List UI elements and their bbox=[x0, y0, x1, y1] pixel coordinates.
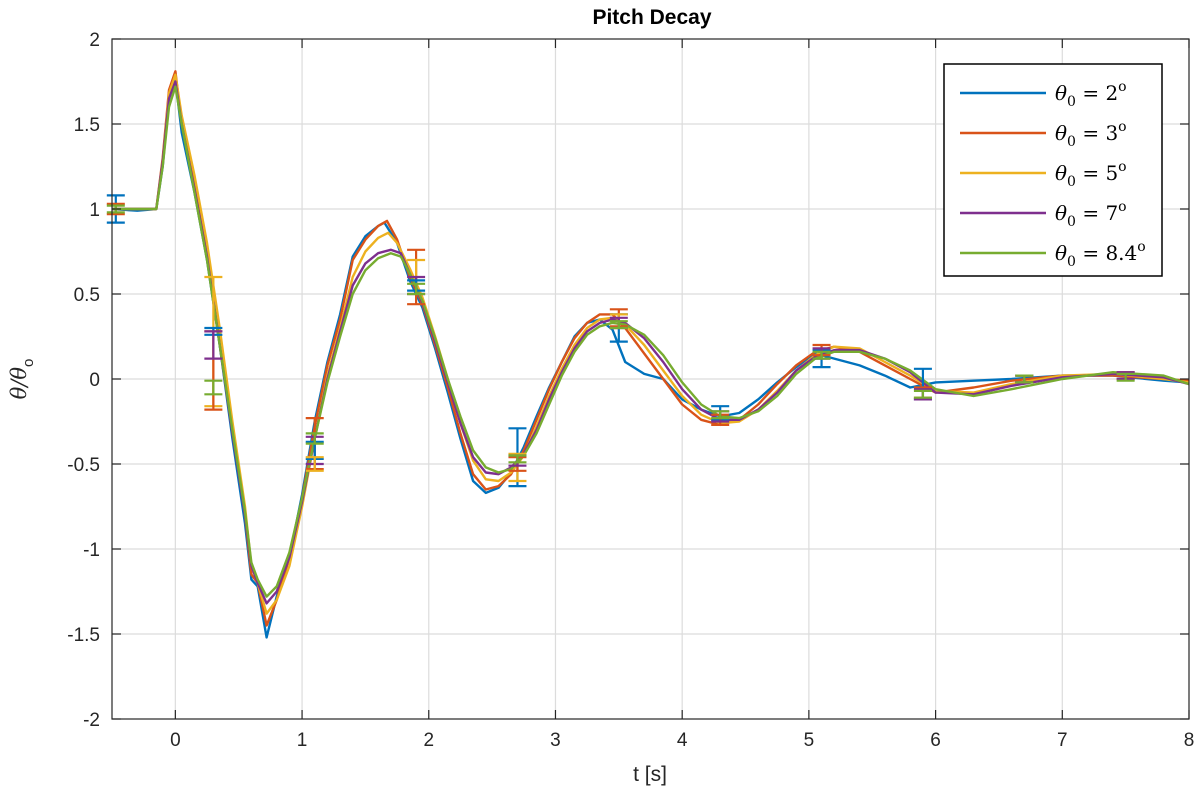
error-bar bbox=[812, 350, 831, 360]
error-bar bbox=[305, 432, 324, 445]
y-tick-label: 0.5 bbox=[74, 285, 100, 306]
legend-subscript: 0 bbox=[1067, 254, 1076, 270]
y-tick-label: 0 bbox=[89, 370, 100, 391]
y-tick-labels: -2 -1.5 -1 -0.5 0 0.5 1 1.5 2 bbox=[67, 30, 100, 731]
legend-value: = 8.4 bbox=[1076, 241, 1137, 265]
legend-entry-4: θ0 = 8.4o bbox=[960, 239, 1146, 270]
x-tick-label: 2 bbox=[423, 730, 434, 751]
x-axis-label: t [s] bbox=[633, 763, 667, 786]
chart-title: Pitch Decay bbox=[592, 6, 711, 29]
legend-label: θ0 = 5o bbox=[1055, 159, 1127, 190]
legend-label: θ0 = 8.4o bbox=[1055, 239, 1146, 270]
legend-label: θ0 = 7o bbox=[1055, 199, 1127, 230]
y-tick-label: -1.5 bbox=[67, 625, 100, 646]
legend-label: θ0 = 2o bbox=[1055, 79, 1127, 110]
x-tick-label: 8 bbox=[1184, 730, 1195, 751]
y-tick-label: 2 bbox=[89, 30, 100, 51]
x-tick-labels: 0 1 2 3 4 5 6 7 8 bbox=[170, 730, 1194, 751]
y-tick-label: -0.5 bbox=[67, 455, 100, 476]
x-tick-label: 3 bbox=[550, 730, 561, 751]
legend-entry-2: θ0 = 5o bbox=[960, 159, 1127, 190]
x-tick-label: 0 bbox=[170, 730, 181, 751]
y-tick-label: -2 bbox=[83, 710, 100, 731]
legend-superscript: o bbox=[1118, 159, 1126, 175]
legend-superscript: o bbox=[1118, 79, 1126, 95]
legend-subscript: 0 bbox=[1067, 214, 1076, 230]
legend-box bbox=[943, 63, 1163, 277]
error-bar bbox=[711, 410, 730, 420]
legend-theta: θ bbox=[1055, 81, 1067, 105]
error-bar bbox=[1116, 372, 1135, 382]
x-tick-label: 7 bbox=[1057, 730, 1068, 751]
error-bar bbox=[913, 389, 932, 399]
y-tick-label: 1.5 bbox=[74, 115, 100, 136]
error-bar bbox=[609, 320, 628, 330]
error-bar bbox=[204, 330, 223, 360]
error-bar bbox=[508, 454, 527, 464]
y-axis-label-sub: o bbox=[20, 359, 37, 367]
error-bar bbox=[407, 282, 426, 296]
legend-subscript: 0 bbox=[1067, 94, 1076, 110]
legend-theta: θ bbox=[1055, 161, 1067, 185]
legend-entry-3: θ0 = 7o bbox=[960, 199, 1127, 230]
x-tick-label: 5 bbox=[804, 730, 815, 751]
y-axis-label: θ/θo bbox=[7, 359, 37, 400]
legend-entry-0: θ0 = 2o bbox=[960, 79, 1127, 110]
y-axis-label-main: θ/θ bbox=[7, 367, 31, 400]
legend-label: θ0 = 3o bbox=[1055, 119, 1127, 150]
y-tick-label: -1 bbox=[83, 540, 100, 561]
error-bar bbox=[1015, 374, 1034, 384]
x-tick-label: 1 bbox=[297, 730, 308, 751]
legend-theta: θ bbox=[1055, 121, 1067, 145]
error-bar bbox=[305, 456, 324, 472]
legend-subscript: 0 bbox=[1067, 174, 1076, 190]
y-tick-label: 1 bbox=[89, 200, 100, 221]
legend-theta: θ bbox=[1055, 241, 1067, 265]
legend-theta: θ bbox=[1055, 201, 1067, 225]
legend-value: = 7 bbox=[1076, 201, 1118, 225]
legend-superscript: o bbox=[1118, 199, 1126, 215]
legend-entry-1: θ0 = 3o bbox=[960, 119, 1127, 150]
legend-superscript: o bbox=[1137, 239, 1145, 255]
x-tick-label: 4 bbox=[677, 730, 688, 751]
legend-value: = 5 bbox=[1076, 161, 1118, 185]
error-bar bbox=[204, 379, 223, 396]
legend-value: = 2 bbox=[1076, 81, 1118, 105]
legend-value: = 3 bbox=[1076, 121, 1118, 145]
legend-superscript: o bbox=[1118, 119, 1126, 135]
axis-ticks bbox=[112, 38, 1190, 720]
x-tick-label: 6 bbox=[930, 730, 941, 751]
legend-subscript: 0 bbox=[1067, 134, 1076, 150]
error-bar-layer bbox=[106, 194, 1135, 488]
